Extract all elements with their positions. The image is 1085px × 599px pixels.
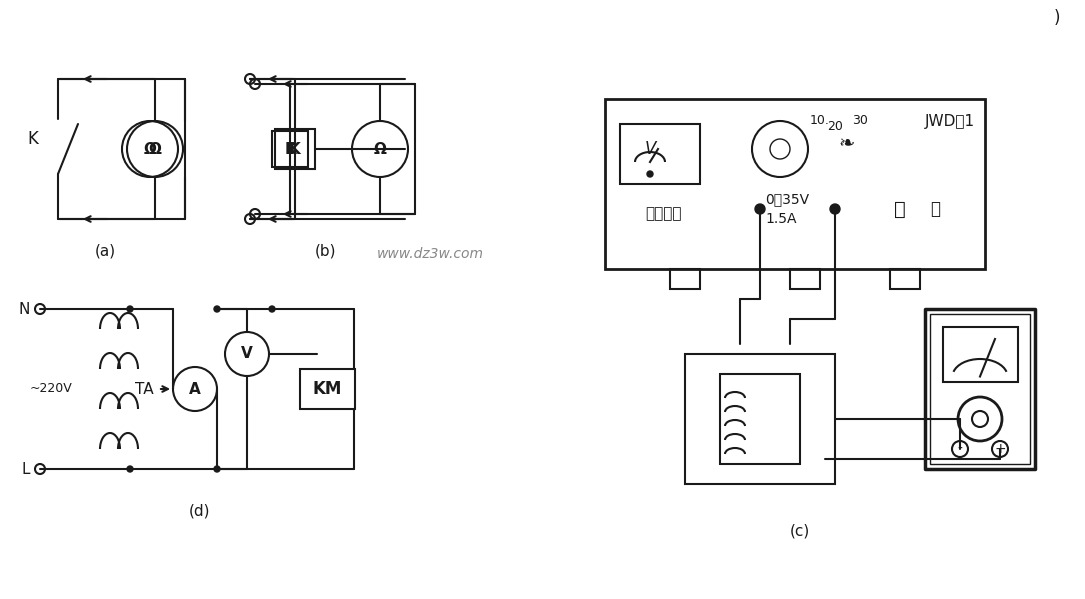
Text: V: V <box>644 140 655 158</box>
Text: N: N <box>18 301 30 316</box>
Bar <box>272 131 308 167</box>
Text: L: L <box>22 461 30 476</box>
Circle shape <box>269 306 275 312</box>
Text: K: K <box>284 141 296 156</box>
Text: ~220V: ~220V <box>30 383 73 395</box>
Text: JWD－1: JWD－1 <box>924 114 975 129</box>
Text: (b): (b) <box>315 244 335 259</box>
Text: +: + <box>994 442 1006 456</box>
Bar <box>299 369 355 409</box>
Circle shape <box>647 171 653 177</box>
Text: Ω: Ω <box>149 141 162 156</box>
Bar <box>620 124 700 184</box>
Circle shape <box>214 466 220 472</box>
Text: 0～35V: 0～35V <box>765 192 809 206</box>
Bar <box>926 309 1035 469</box>
Text: (c): (c) <box>790 524 810 539</box>
Bar <box>943 326 1018 382</box>
Bar <box>671 269 700 289</box>
Text: 🌡: 🌡 <box>894 199 906 219</box>
Text: 10.: 10. <box>810 114 830 128</box>
Circle shape <box>127 466 133 472</box>
Text: V: V <box>241 346 253 362</box>
Text: -: - <box>958 442 962 456</box>
Text: www.dz3w.com: www.dz3w.com <box>376 247 484 261</box>
Text: 开: 开 <box>930 200 940 218</box>
Text: Ω: Ω <box>373 141 386 156</box>
Bar <box>930 314 1030 464</box>
Circle shape <box>755 204 765 214</box>
Text: 稳压电源: 稳压电源 <box>644 207 681 222</box>
Text: 20: 20 <box>827 120 843 134</box>
Text: 1.5A: 1.5A <box>765 212 796 226</box>
Text: K: K <box>27 130 38 148</box>
Text: TA: TA <box>135 382 154 397</box>
Text: K: K <box>289 141 301 156</box>
Text: KM: KM <box>312 380 342 398</box>
Bar <box>275 129 315 169</box>
Text: 30: 30 <box>852 114 868 128</box>
Bar <box>720 374 800 464</box>
Text: A: A <box>189 382 201 397</box>
Bar <box>890 269 920 289</box>
Circle shape <box>214 306 220 312</box>
Circle shape <box>830 204 840 214</box>
Text: (d): (d) <box>189 504 210 519</box>
Bar <box>605 99 985 269</box>
Text: (a): (a) <box>94 244 116 259</box>
Circle shape <box>127 306 133 312</box>
Text: ❧: ❧ <box>839 135 855 153</box>
Text: Ω: Ω <box>143 141 156 156</box>
Bar <box>790 269 820 289</box>
Bar <box>685 354 835 484</box>
Text: ): ) <box>1054 9 1060 27</box>
